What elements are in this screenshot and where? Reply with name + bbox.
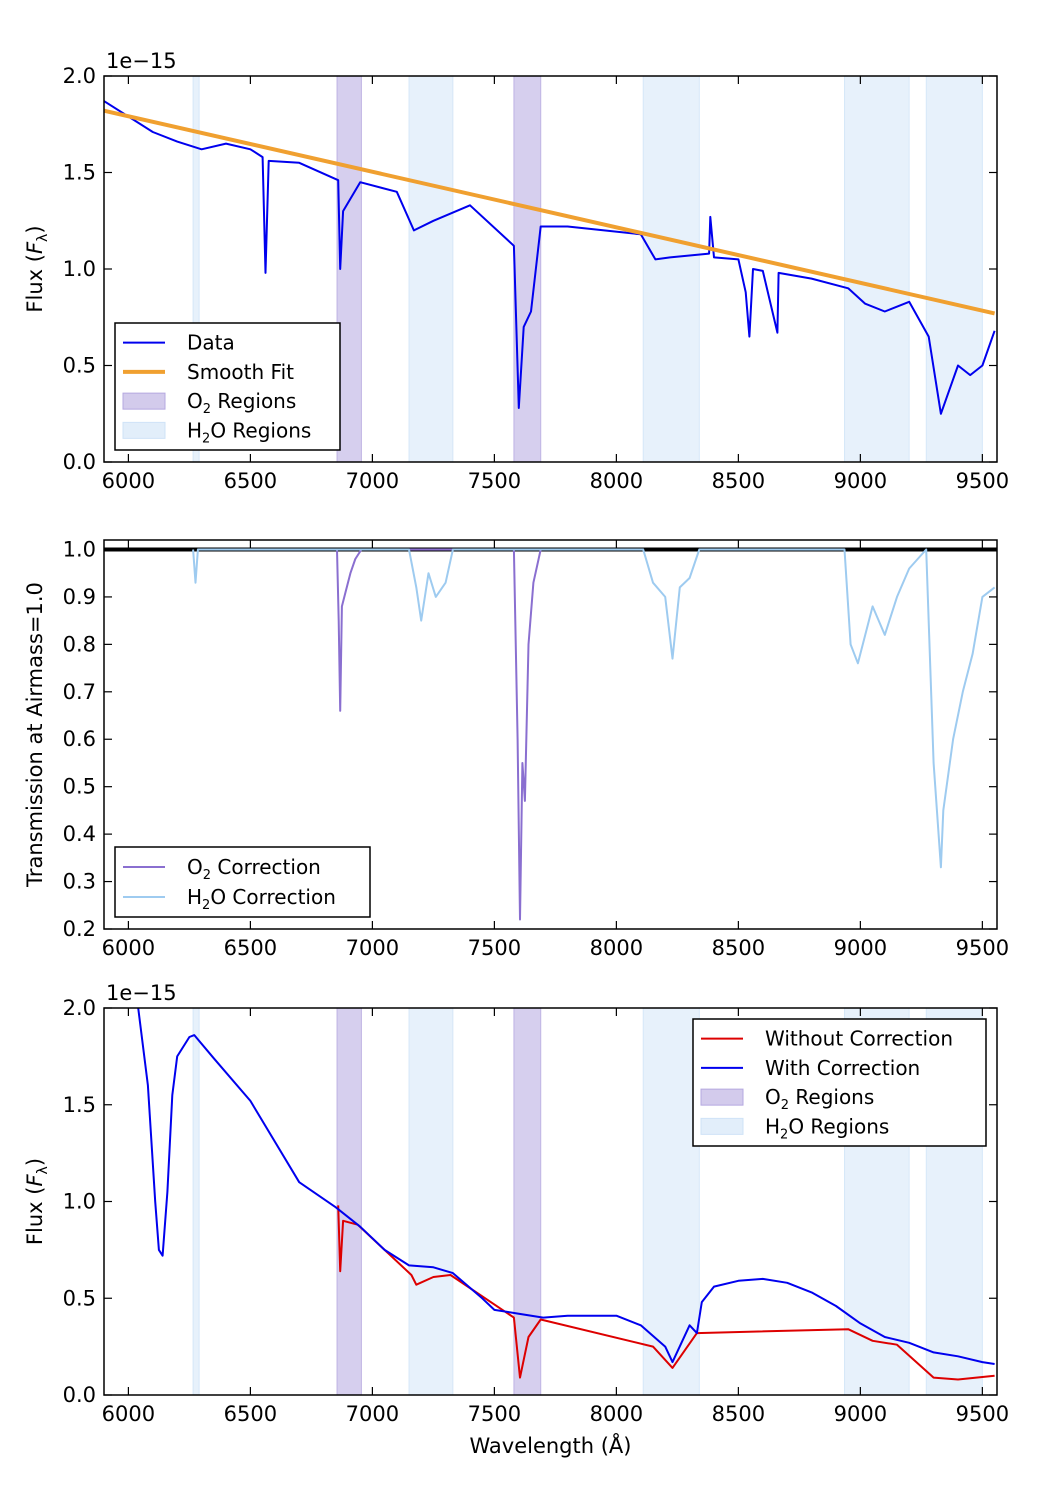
y-tick-label: 0.0 <box>63 450 96 474</box>
legend-label: O2 Regions <box>187 389 296 417</box>
y-axis-title: Transmission at Airmass=1.0 <box>23 582 47 888</box>
shaded-region-o2-2 <box>336 76 362 462</box>
legend-label: H2O Correction <box>187 885 336 913</box>
chart-panel-2: 6000 6500 7000 7500 8000 8500 9000 9500 0.2 0.3 0.… <box>23 537 1009 960</box>
shaded-region-h2o-6 <box>844 76 910 462</box>
shaded-region-h2o-3 <box>408 76 454 462</box>
x-tick-label: 6000 <box>102 1402 155 1426</box>
y-tick-label: 1.0 <box>63 1190 96 1214</box>
y-tick-label: 1.5 <box>63 1093 96 1117</box>
legend-box <box>114 846 371 918</box>
shaded-region-h2o-1 <box>192 76 200 462</box>
x-tick-label: 9000 <box>834 469 887 493</box>
legend-swatch-patch <box>122 421 166 439</box>
x-tick-label: 7000 <box>346 1402 399 1426</box>
shaded-region-h2o-1 <box>192 1008 200 1395</box>
x-tick-label: 8500 <box>712 936 765 960</box>
y-tick-label: 0.2 <box>63 917 96 941</box>
x-tick-label: 6500 <box>224 936 277 960</box>
shaded-region-h2o-3 <box>408 1008 454 1395</box>
series-line-1 <box>336 548 542 921</box>
y-tick-label: 0.8 <box>63 632 96 656</box>
y-tick-label: 0.5 <box>63 775 96 799</box>
chart-panel-1: 6000 6500 7000 7500 8000 8500 9000 9500 0.0 0.5 1.… <box>23 49 1009 493</box>
offset-text: 1e−15 <box>106 981 177 1005</box>
x-tick-label: 6000 <box>102 469 155 493</box>
x-tick-label: 8000 <box>590 1402 643 1426</box>
x-tick-label: 7500 <box>468 936 521 960</box>
x-tick-label: 8500 <box>712 469 765 493</box>
x-tick-label: 8500 <box>712 1402 765 1426</box>
y-tick-label: 2.0 <box>63 64 96 88</box>
x-tick-label: 8000 <box>590 469 643 493</box>
chart-panel-3: 6000 6500 7000 7500 8000 8500 9000 9500 0.0 0.5 1.… <box>23 981 1009 1458</box>
x-tick-label: 9500 <box>956 469 1009 493</box>
shaded-region-o2-2 <box>336 1008 362 1395</box>
y-tick-label: 0.5 <box>63 1286 96 1310</box>
x-tick-label: 7500 <box>468 469 521 493</box>
y-tick-label: 0.9 <box>63 585 96 609</box>
x-tick-label: 6500 <box>224 469 277 493</box>
x-tick-label: 6500 <box>224 1402 277 1426</box>
y-axis-title: Flux (Fλ) <box>23 225 51 312</box>
legend-label: H2O Regions <box>765 1114 889 1142</box>
x-tick-label: 8000 <box>590 936 643 960</box>
legend-label: With Correction <box>765 1056 920 1080</box>
x-tick-label: 9500 <box>956 936 1009 960</box>
series-line-2 <box>104 108 996 316</box>
series-line-1 <box>104 100 996 415</box>
y-tick-label: 0.4 <box>63 822 96 846</box>
legend-label: H2O Regions <box>187 418 311 446</box>
y-tick-label: 0.3 <box>63 870 96 894</box>
shaded-region-h2o-5 <box>642 76 700 462</box>
legend-label: Smooth Fit <box>187 360 294 384</box>
legend-label: O2 Regions <box>765 1085 874 1113</box>
plot-frame <box>103 539 998 930</box>
y-tick-label: 0.0 <box>63 1383 96 1407</box>
offset-text: 1e−15 <box>106 49 177 73</box>
shaded-region-o2-4 <box>513 1008 542 1395</box>
shaded-region-h2o-5 <box>642 1008 700 1395</box>
y-tick-label: 1.5 <box>63 161 96 185</box>
x-tick-label: 9000 <box>834 1402 887 1426</box>
series-line-2 <box>192 548 996 869</box>
legend-swatch-patch <box>122 392 166 410</box>
series-line-2 <box>137 1008 995 1365</box>
x-tick-label: 9000 <box>834 936 887 960</box>
x-tick-label: 7500 <box>468 1402 521 1426</box>
legend: Without Correction With Correction O2 Regi… <box>692 1018 987 1147</box>
x-tick-label: 6000 <box>102 936 155 960</box>
x-tick-label: 7000 <box>346 936 399 960</box>
legend-swatch-patch <box>700 1088 744 1106</box>
x-tick-label: 7000 <box>346 469 399 493</box>
y-tick-label: 2.0 <box>63 996 96 1020</box>
legend-label: Without Correction <box>765 1027 953 1051</box>
y-tick-label: 1.0 <box>63 257 96 281</box>
y-tick-label: 0.5 <box>63 354 96 378</box>
x-axis-title: Wavelength (Å) <box>469 1432 631 1458</box>
legend-label: O2 Correction <box>187 855 321 883</box>
y-axis-title: Flux (Fλ) <box>23 1158 51 1245</box>
x-tick-label: 9500 <box>956 1402 1009 1426</box>
shaded-region-h2o-7 <box>925 76 983 462</box>
y-tick-label: 1.0 <box>63 537 96 561</box>
legend-label: Data <box>187 331 235 355</box>
y-tick-label: 0.7 <box>63 680 96 704</box>
legend-swatch-patch <box>700 1117 744 1135</box>
y-tick-label: 0.6 <box>63 727 96 751</box>
